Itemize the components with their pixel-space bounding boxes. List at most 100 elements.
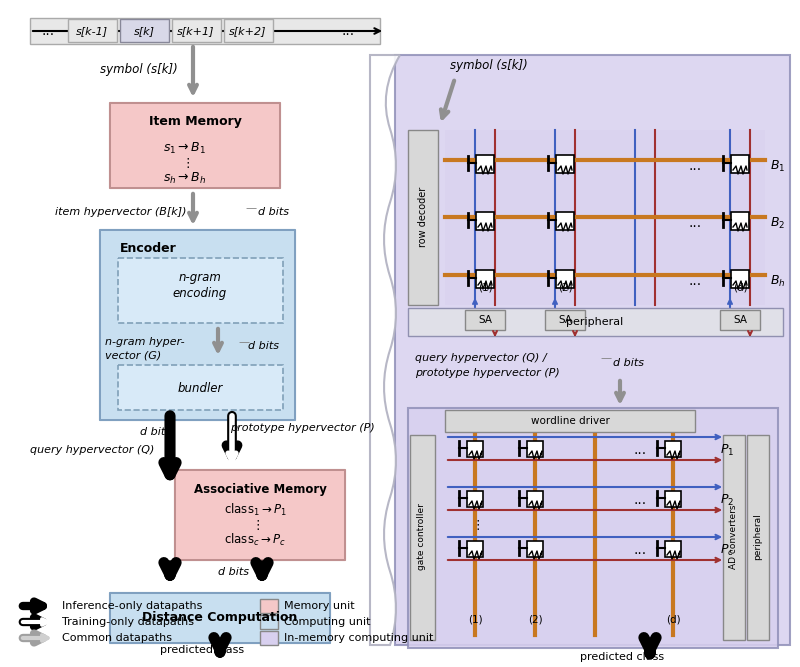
- Text: Encoder: Encoder: [120, 241, 177, 255]
- Text: s[k+2]: s[k+2]: [230, 26, 266, 36]
- Bar: [395, 55, 790, 645]
- Text: d bits: d bits: [140, 427, 171, 437]
- Bar: [408, 308, 783, 336]
- Text: (d): (d): [733, 282, 747, 292]
- Bar: [527, 441, 543, 457]
- Bar: [445, 410, 695, 432]
- Text: predicted class: predicted class: [160, 645, 244, 655]
- Bar: [467, 441, 483, 457]
- Bar: [747, 435, 769, 640]
- Text: $B_2$: $B_2$: [770, 215, 785, 231]
- Text: gate controller: gate controller: [418, 504, 426, 570]
- Text: d bits: d bits: [248, 341, 279, 351]
- Bar: [410, 435, 435, 640]
- Text: bundler: bundler: [178, 382, 222, 394]
- Text: s[k+1]: s[k+1]: [178, 26, 214, 36]
- Text: symbol (s[k]): symbol (s[k]): [450, 59, 528, 71]
- Text: predicted class: predicted class: [580, 652, 664, 662]
- Bar: [118, 365, 283, 410]
- Text: d bits: d bits: [218, 567, 249, 577]
- Bar: [260, 631, 278, 645]
- Text: ...: ...: [634, 543, 646, 557]
- Bar: [665, 441, 681, 457]
- Text: n-gram hyper-: n-gram hyper-: [105, 337, 185, 347]
- FancyBboxPatch shape: [110, 593, 330, 643]
- Bar: [723, 435, 745, 640]
- Text: ...: ...: [689, 159, 702, 173]
- Text: row decoder: row decoder: [418, 187, 428, 247]
- Bar: [556, 155, 574, 173]
- Text: Computing unit: Computing unit: [284, 617, 370, 627]
- Text: (1): (1): [468, 615, 482, 625]
- Bar: [720, 310, 760, 330]
- Text: AD converters: AD converters: [730, 505, 738, 569]
- Text: ...: ...: [689, 216, 702, 230]
- Text: prototype hypervector (P): prototype hypervector (P): [415, 368, 560, 378]
- Bar: [467, 541, 483, 557]
- Text: $\vdots$: $\vdots$: [181, 156, 190, 170]
- Text: peripheral: peripheral: [754, 514, 762, 560]
- Text: —: —: [600, 353, 611, 363]
- Text: ...: ...: [689, 274, 702, 288]
- Text: $B_h$: $B_h$: [770, 273, 786, 289]
- Bar: [545, 310, 585, 330]
- Text: peripheral: peripheral: [566, 317, 624, 327]
- FancyBboxPatch shape: [100, 230, 295, 420]
- Bar: [527, 541, 543, 557]
- Text: (2): (2): [528, 615, 542, 625]
- Bar: [467, 491, 483, 507]
- Text: Associative Memory: Associative Memory: [194, 482, 326, 496]
- Text: query hypervector (Q) /: query hypervector (Q) /: [415, 353, 546, 363]
- Text: In-memory computing unit: In-memory computing unit: [284, 633, 434, 643]
- Bar: [465, 310, 505, 330]
- FancyBboxPatch shape: [110, 103, 280, 188]
- Text: Memory unit: Memory unit: [284, 601, 354, 611]
- Text: $\mathrm{class}_c \rightarrow P_c$: $\mathrm{class}_c \rightarrow P_c$: [224, 532, 286, 548]
- Text: s[k-1]: s[k-1]: [76, 26, 108, 36]
- Text: encoding: encoding: [173, 287, 227, 301]
- Text: (1): (1): [478, 282, 492, 292]
- Bar: [527, 491, 543, 507]
- Text: Inference-only datapaths: Inference-only datapaths: [62, 601, 202, 611]
- Bar: [731, 155, 749, 173]
- Bar: [665, 541, 681, 557]
- Text: $s_h \rightarrow B_h$: $s_h \rightarrow B_h$: [163, 171, 206, 185]
- Text: Training-only datapaths: Training-only datapaths: [62, 617, 194, 627]
- Text: Common datapaths: Common datapaths: [62, 633, 172, 643]
- Text: $\vdots$: $\vdots$: [470, 518, 479, 532]
- Text: $P_1$: $P_1$: [720, 442, 734, 458]
- Bar: [476, 155, 494, 173]
- Text: s[k]: s[k]: [134, 26, 154, 36]
- Bar: [172, 19, 221, 42]
- Bar: [260, 615, 278, 629]
- Bar: [224, 19, 273, 42]
- Text: symbol (s[k]): symbol (s[k]): [100, 63, 178, 77]
- Bar: [665, 491, 681, 507]
- Bar: [30, 18, 380, 44]
- Bar: [445, 130, 765, 305]
- Text: SA: SA: [733, 315, 747, 325]
- Text: prototype hypervector (P): prototype hypervector (P): [230, 423, 374, 433]
- Text: ...: ...: [42, 24, 54, 38]
- Bar: [556, 212, 574, 230]
- Bar: [408, 408, 778, 648]
- Bar: [476, 270, 494, 288]
- Text: $B_1$: $B_1$: [770, 159, 786, 173]
- Text: (2): (2): [558, 282, 572, 292]
- Text: ...: ...: [342, 24, 354, 38]
- Bar: [120, 19, 169, 42]
- Bar: [118, 258, 283, 323]
- Bar: [731, 270, 749, 288]
- Bar: [260, 599, 278, 613]
- Text: Item Memory: Item Memory: [149, 115, 242, 129]
- Bar: [731, 212, 749, 230]
- Text: $s_1 \rightarrow B_1$: $s_1 \rightarrow B_1$: [163, 141, 206, 155]
- Text: n-gram: n-gram: [178, 271, 222, 285]
- Text: ...: ...: [634, 443, 646, 457]
- FancyBboxPatch shape: [175, 470, 345, 560]
- Text: $P_2$: $P_2$: [720, 492, 734, 508]
- Text: wordline driver: wordline driver: [530, 416, 610, 426]
- Text: d bits: d bits: [613, 358, 644, 368]
- Text: SA: SA: [478, 315, 492, 325]
- Text: —: —: [238, 337, 249, 347]
